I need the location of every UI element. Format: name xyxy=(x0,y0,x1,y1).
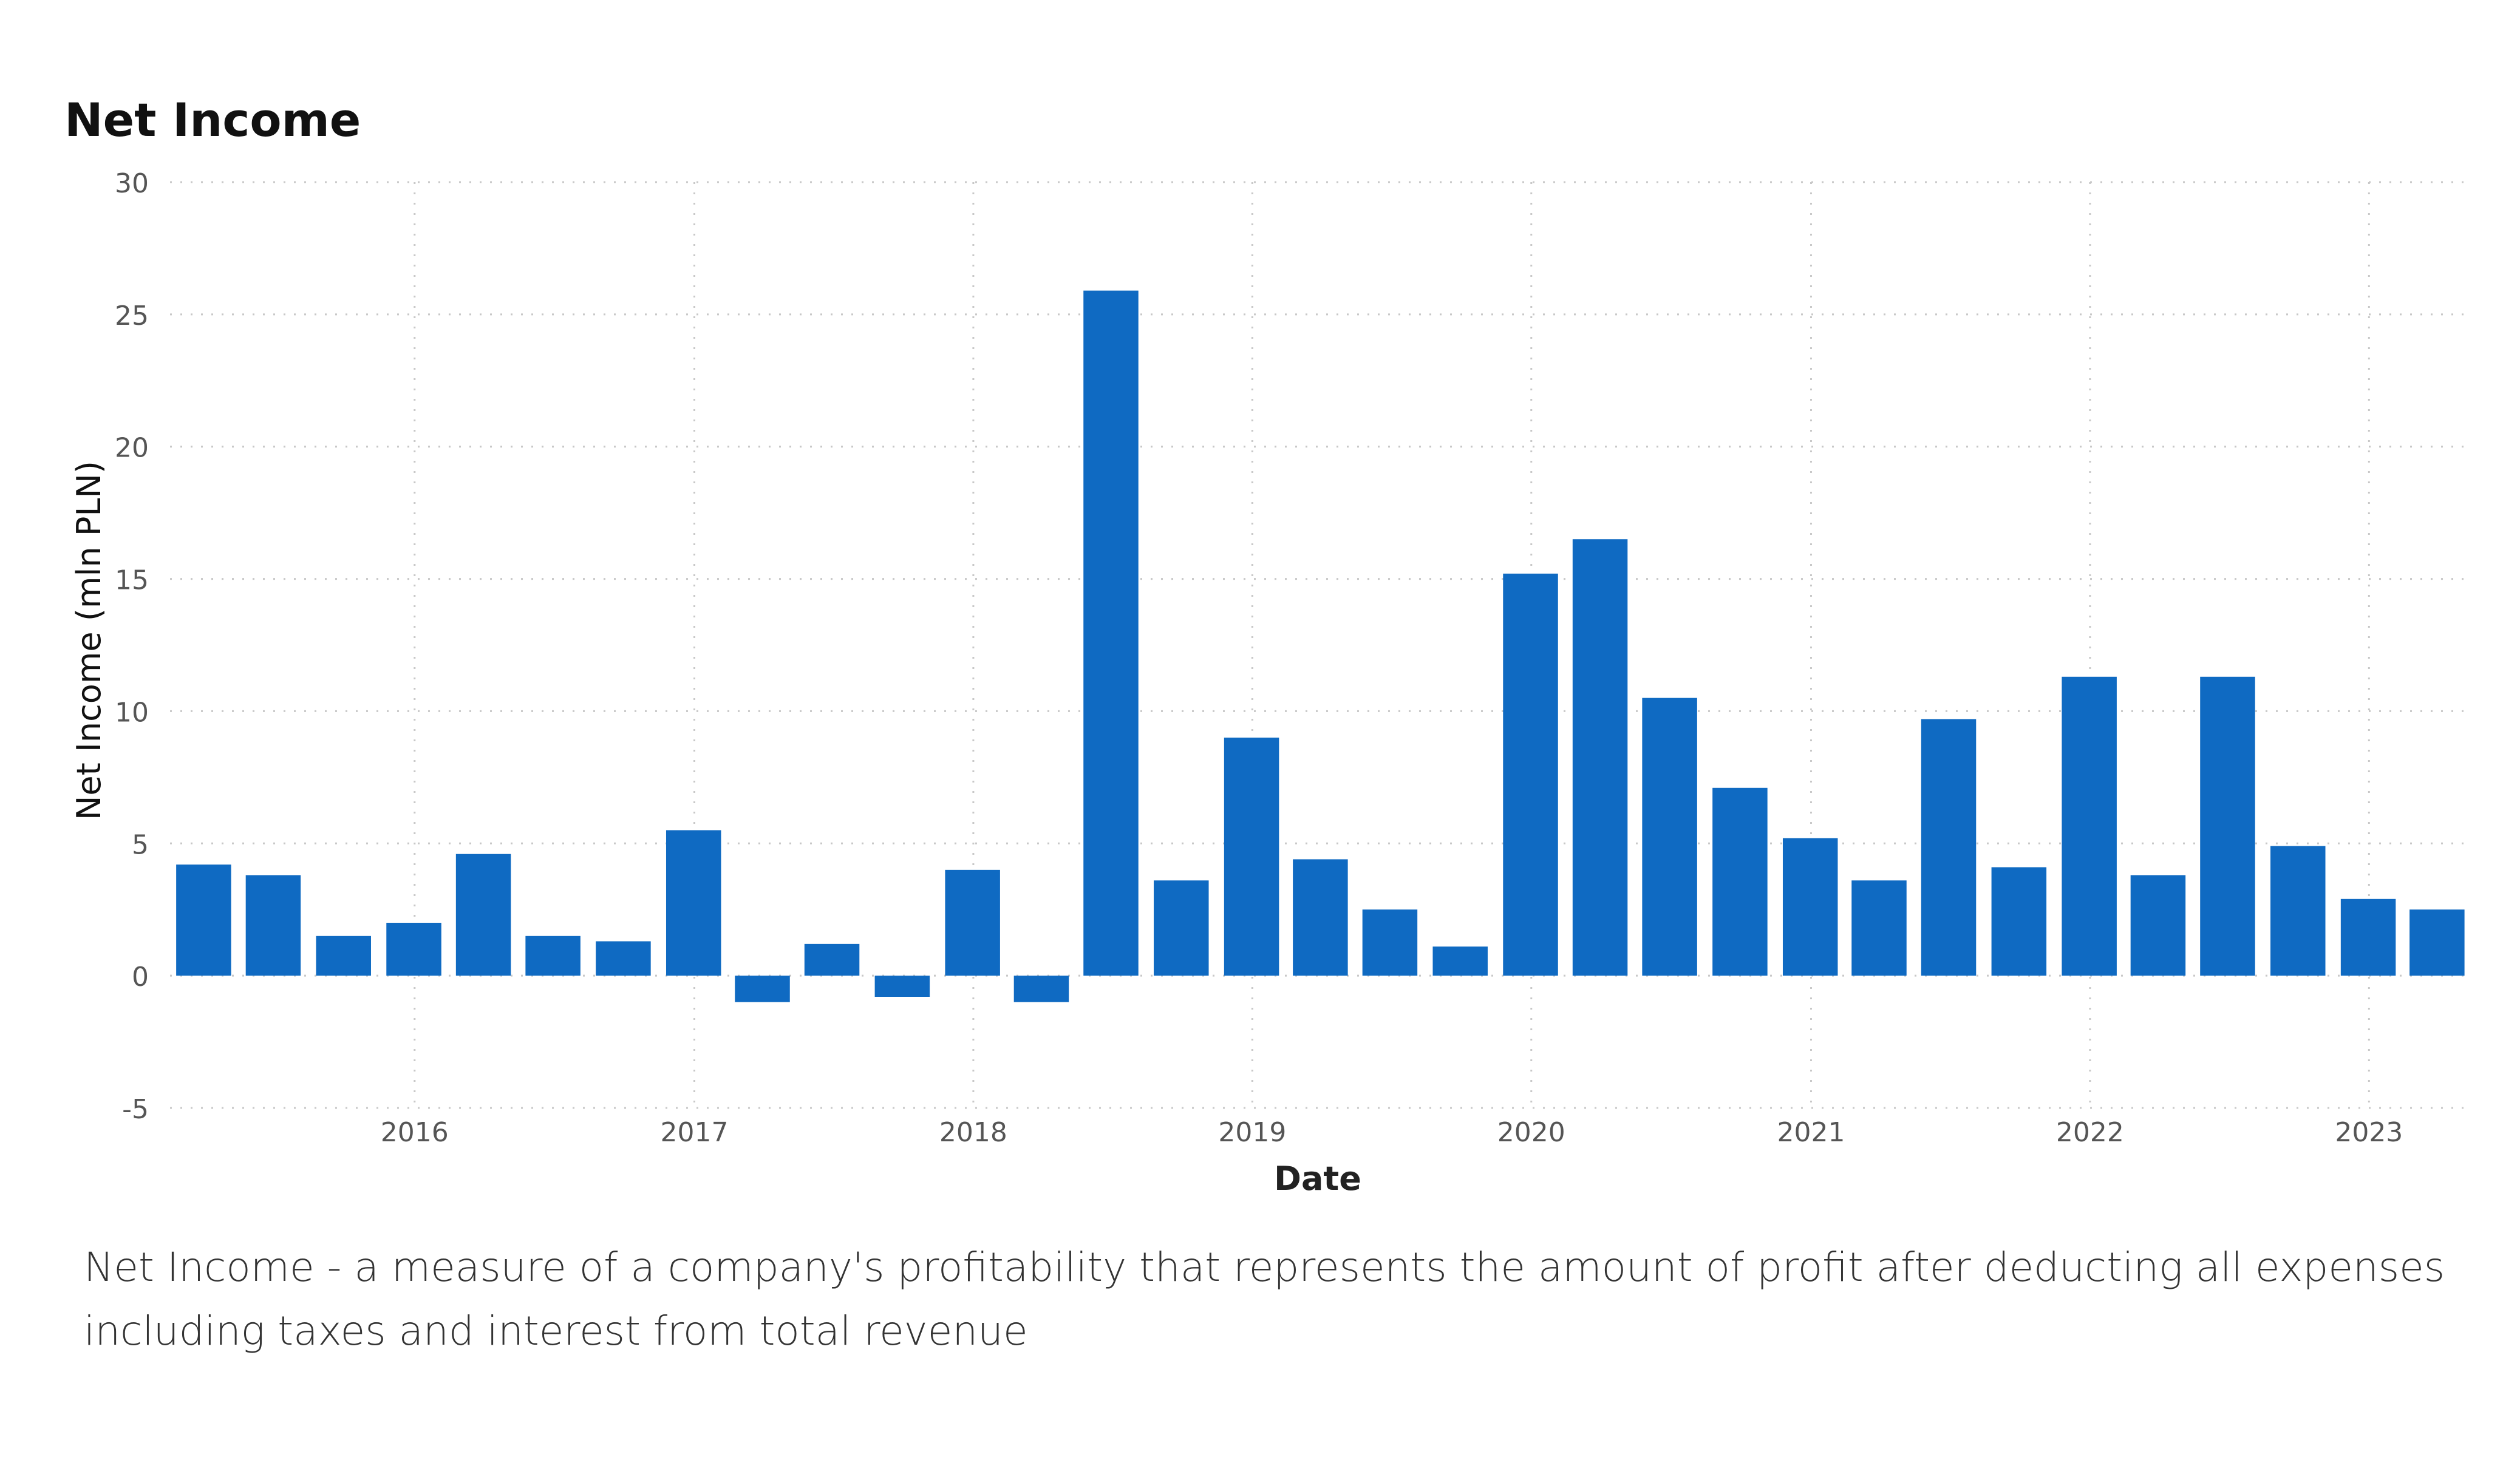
bar xyxy=(386,923,441,976)
y-tick-label: 20 xyxy=(115,433,149,464)
x-tick-label: 2019 xyxy=(1218,1117,1286,1148)
y-tick-label: 30 xyxy=(115,168,149,199)
bar xyxy=(245,875,301,976)
bar xyxy=(666,830,721,976)
chart-description: Net Income - a measure of a company's pr… xyxy=(84,1244,2445,1354)
y-tick-label: 15 xyxy=(115,565,149,596)
bar xyxy=(1013,976,1069,1002)
x-axis-ticks: 2016 2017 2018 2019 2020 2021 2022 2023 xyxy=(381,1117,2403,1148)
bar xyxy=(1642,698,1697,976)
x-tick-label: 2016 xyxy=(381,1117,449,1148)
bar xyxy=(525,936,581,976)
bar xyxy=(1224,738,1279,976)
x-tick-label: 2020 xyxy=(1497,1117,1565,1148)
bar xyxy=(2062,676,2117,976)
bar xyxy=(1083,290,1139,976)
bar xyxy=(1503,573,1558,976)
bar xyxy=(1712,787,1768,976)
bar xyxy=(735,976,790,1002)
bar xyxy=(804,943,860,976)
bar xyxy=(2409,909,2465,976)
bar xyxy=(1154,880,1209,976)
bar xyxy=(596,941,651,976)
bar xyxy=(316,936,371,976)
y-axis-ticks: -5 0 5 10 15 20 25 30 xyxy=(115,168,149,1125)
y-tick-label: -5 xyxy=(122,1094,149,1125)
bar xyxy=(945,869,1000,976)
x-tick-label: 2023 xyxy=(2335,1117,2403,1148)
bar xyxy=(176,864,231,976)
y-axis-label: Net Income (mln PLN) xyxy=(70,461,108,820)
bar xyxy=(1362,909,1418,976)
bar xyxy=(2270,846,2326,976)
bar xyxy=(1851,880,1907,976)
bar xyxy=(455,854,511,976)
bar xyxy=(1432,946,1488,976)
y-tick-label: 10 xyxy=(115,697,149,728)
bars xyxy=(176,290,2465,1002)
bar xyxy=(1293,859,1348,976)
x-tick-label: 2017 xyxy=(660,1117,728,1148)
bar xyxy=(2130,875,2186,976)
bar xyxy=(1782,838,1838,976)
bar xyxy=(874,976,930,997)
bar xyxy=(1991,867,2047,976)
x-axis-label: Date xyxy=(1274,1160,1361,1198)
chart-title: Net Income xyxy=(64,93,361,147)
y-tick-label: 5 xyxy=(132,829,149,860)
x-tick-label: 2018 xyxy=(939,1117,1007,1148)
y-tick-label: 0 xyxy=(132,962,149,993)
bar xyxy=(1921,719,1977,976)
bar xyxy=(1572,539,1628,976)
x-tick-label: 2022 xyxy=(2056,1117,2124,1148)
y-tick-label: 25 xyxy=(115,301,149,331)
bar xyxy=(2340,898,2396,976)
x-tick-label: 2021 xyxy=(1777,1117,1845,1148)
bar xyxy=(2200,676,2255,976)
